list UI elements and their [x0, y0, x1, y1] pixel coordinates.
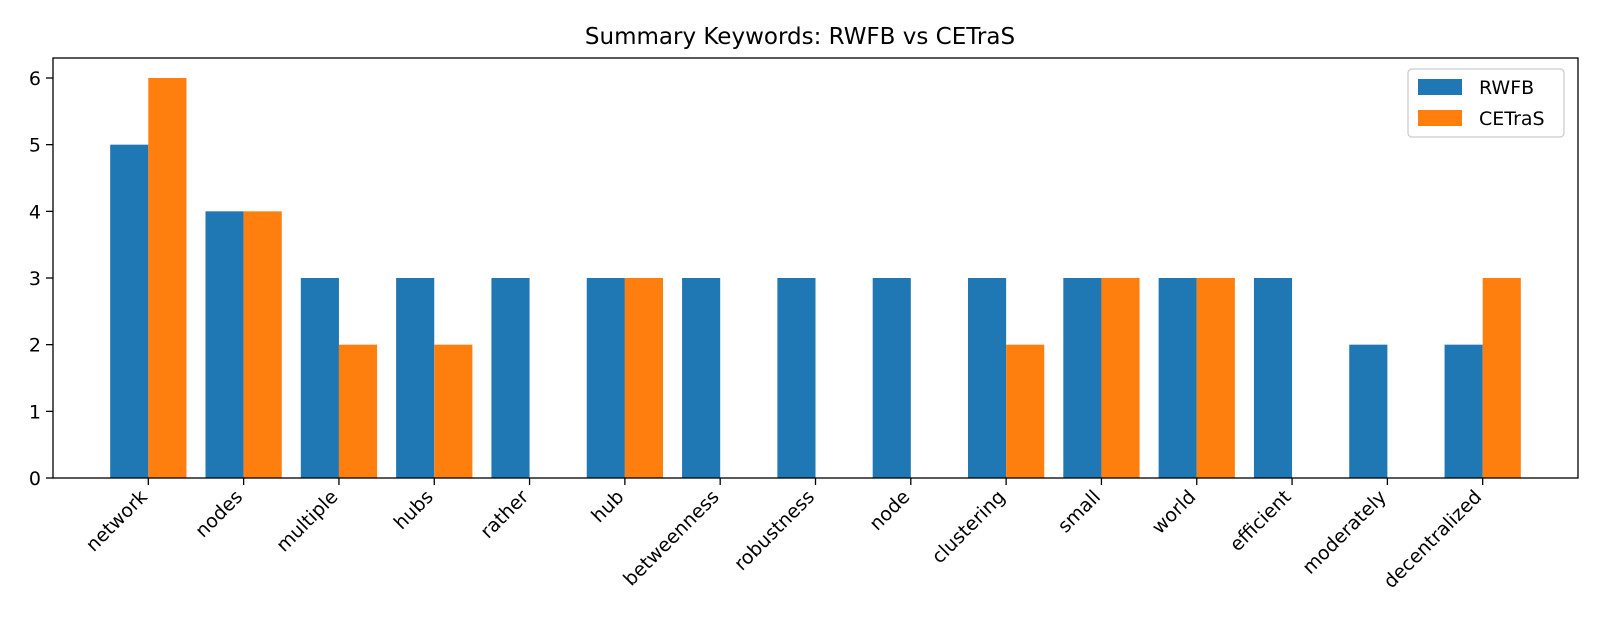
bar-rwfb-nodes — [205, 211, 244, 479]
x-tick-label-hub: hub — [587, 486, 628, 527]
x-tick-label-efficient: efficient — [1226, 486, 1296, 556]
x-tick-label-small: small — [1054, 486, 1105, 537]
x-tick-label-rather: rather — [476, 486, 533, 543]
bar-rwfb-clustering — [968, 278, 1007, 478]
bar-cetras-multiple — [338, 344, 378, 478]
x-tick-label-betweenness: betweenness — [619, 486, 723, 590]
legend-label-rwfb: RWFB — [1479, 77, 1534, 99]
x-tick-label-decentralized: decentralized — [1379, 486, 1486, 593]
x-tick-label-robustness: robustness — [730, 486, 819, 575]
bar-cetras-world — [1196, 278, 1235, 478]
y-tick-label: 5 — [29, 135, 41, 157]
x-tick-label-clustering: clustering — [928, 486, 1010, 568]
bar-rwfb-efficient — [1253, 278, 1293, 478]
legend-label-cetras: CETraS — [1479, 108, 1545, 130]
x-tick-label-multiple: multiple — [272, 486, 342, 556]
bar-rwfb-moderately — [1349, 344, 1388, 478]
bar-cetras-small — [1101, 278, 1140, 478]
x-tick-label-node: node — [865, 486, 914, 535]
x-tick-label-nodes: nodes — [191, 486, 247, 542]
y-tick-label: 6 — [29, 68, 41, 90]
bar-rwfb-hub — [586, 278, 625, 478]
bar-rwfb-network — [110, 144, 149, 478]
bar-cetras-decentralized — [1482, 278, 1521, 478]
bar-cetras-nodes — [243, 211, 282, 479]
bar-cetras-hub — [624, 278, 663, 478]
y-tick-label: 0 — [29, 468, 41, 490]
legend-swatch-rwfb — [1418, 79, 1462, 95]
bar-rwfb-world — [1158, 278, 1197, 478]
bar-rwfb-rather — [491, 278, 530, 478]
bar-rwfb-small — [1063, 278, 1102, 478]
bar-rwfb-node — [872, 278, 911, 478]
x-tick-label-moderately: moderately — [1298, 486, 1391, 579]
chart-title: Summary Keywords: RWFB vs CETraS — [585, 24, 1015, 50]
bar-cetras-hubs — [434, 344, 473, 478]
x-tick-label-hubs: hubs — [390, 486, 438, 534]
legend-swatch-cetras — [1418, 110, 1462, 126]
y-tick-label: 1 — [29, 401, 41, 423]
x-axis: network nodes multiple hubs rather hubbetween… — [82, 478, 1486, 593]
plot-frame — [52, 57, 1579, 479]
bar-rwfb-betweenness — [682, 278, 721, 478]
y-tick-label: 3 — [29, 268, 41, 290]
bar-rwfb-multiple — [300, 278, 339, 478]
x-tick-label-world: world — [1148, 486, 1201, 539]
bar-rwfb-robustness — [777, 278, 816, 478]
bar-cetras-network — [148, 78, 187, 478]
y-tick-label: 4 — [29, 201, 41, 223]
bar-rwfb-hubs — [396, 278, 435, 478]
bar-cetras-clustering — [1006, 344, 1045, 478]
x-tick-label-network: network — [82, 486, 152, 556]
bars-group — [110, 78, 1521, 479]
legend: RWFB CETraS — [1407, 68, 1565, 138]
y-tick-label: 2 — [29, 335, 41, 357]
bar-rwfb-decentralized — [1444, 344, 1483, 478]
y-axis: 0 1 2 3 4 5 6 — [29, 68, 53, 490]
